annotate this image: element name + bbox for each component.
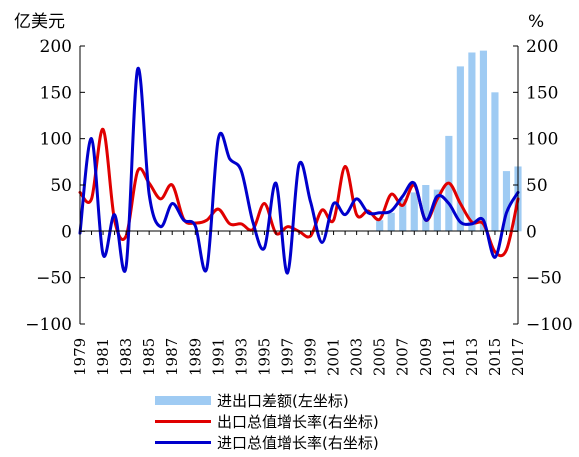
- legend-item-export: 出口总值增长率(右坐标): [155, 411, 379, 432]
- bar-2005: [376, 220, 383, 231]
- right-tick-label: −100: [526, 315, 573, 335]
- left-tick-label: 50: [50, 176, 72, 196]
- legend-swatch-export: [155, 420, 211, 423]
- x-tick-label: 2001: [325, 338, 343, 376]
- left-tick-label: −50: [36, 269, 72, 289]
- right-tick-label: −50: [526, 269, 562, 289]
- chart: −100 −100 −50 −50 0 0 50 50 100 100 150 150 200 200 19…: [0, 0, 579, 390]
- legend-item-balance: 进出口差额(左坐标): [155, 390, 379, 411]
- bar-2008: [411, 192, 418, 231]
- legend-label-export: 出口总值增长率(右坐标): [217, 411, 379, 432]
- left-tick-label: 0: [61, 222, 72, 242]
- x-tick-label: 2017: [509, 338, 527, 376]
- bar-2014: [480, 51, 487, 232]
- legend-swatch-bar: [155, 396, 211, 405]
- right-tick-label: 50: [526, 176, 548, 196]
- left-tick-label: −100: [25, 315, 72, 335]
- x-tick-label: 2003: [348, 338, 366, 376]
- left-tick-label: 150: [40, 83, 72, 103]
- x-tick-label: 1993: [232, 338, 250, 376]
- x-tick-label: 1989: [186, 338, 204, 376]
- axes-layer: −100 −100 −50 −50 0 0 50 50 100 100 150 150 200 200 19…: [25, 37, 572, 376]
- right-tick-label: 0: [526, 222, 537, 242]
- left-axis-unit: 亿美元: [14, 12, 65, 32]
- legend-label-import: 进口总值增长率(右坐标): [217, 432, 379, 453]
- legend: 进出口差额(左坐标) 出口总值增长率(右坐标) 进口总值增长率(右坐标): [155, 390, 379, 453]
- x-tick-label: 1995: [255, 338, 273, 376]
- bar-2009: [422, 185, 429, 231]
- x-tick-label: 1987: [163, 338, 181, 376]
- x-tick-label: 1991: [209, 338, 227, 376]
- x-tick-label: 2007: [394, 338, 412, 376]
- legend-swatch-import: [155, 441, 211, 444]
- x-tick-label: 2013: [463, 338, 481, 376]
- x-tick-label: 1985: [140, 338, 158, 376]
- x-tick-label: 2005: [371, 338, 389, 376]
- right-axis-unit: %: [528, 12, 544, 32]
- x-tick-label: 2009: [417, 338, 435, 376]
- x-tick-label: 2015: [486, 338, 504, 376]
- left-tick-label: 100: [40, 130, 72, 150]
- bar-2006: [388, 213, 395, 232]
- x-tick-label: 2011: [440, 338, 458, 376]
- x-tick-label: 1999: [302, 338, 320, 376]
- x-tick-label: 1981: [94, 338, 112, 376]
- left-tick-label: 200: [40, 37, 72, 57]
- x-tick-label: 1983: [117, 338, 135, 376]
- right-tick-label: 200: [526, 37, 558, 57]
- right-tick-label: 150: [526, 83, 558, 103]
- legend-label-balance: 进出口差额(左坐标): [217, 390, 349, 411]
- bar-2013: [468, 52, 475, 231]
- x-tick-label: 1997: [278, 338, 296, 376]
- x-tick-label: 1979: [71, 338, 89, 376]
- right-tick-label: 100: [526, 130, 558, 150]
- bar-2015: [491, 92, 498, 231]
- legend-item-import: 进口总值增长率(右坐标): [155, 432, 379, 453]
